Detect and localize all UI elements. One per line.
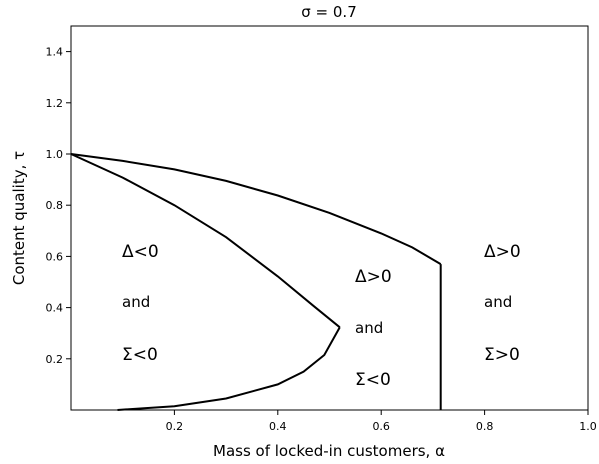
y-tick-label: 1.0 (46, 148, 64, 161)
region-label-left-1: Δ<0 (122, 242, 159, 262)
y-tick-label: 1.2 (46, 97, 64, 110)
x-tick-label: 0.6 (372, 420, 390, 433)
chart-title: σ = 0.7 (301, 3, 356, 21)
region-label-right-3: Σ>0 (484, 345, 520, 365)
x-axis-label: Mass of locked-in customers, α (213, 442, 445, 460)
region-label-right-2: and (484, 293, 512, 311)
y-tick-label: 0.2 (46, 353, 64, 366)
boundary-curve-1 (70, 153, 442, 265)
axis-ticks: 0.2 0.4 0.6 0.8 1.0 0.2 0.4 0.6 0.8 1.0 1.2 1.4 (46, 46, 597, 433)
x-tick-label: 1.0 (579, 420, 597, 433)
boundary-curve-3 (70, 153, 341, 329)
y-tick-label: 0.8 (46, 199, 64, 212)
region-label-middle-2: and (355, 319, 383, 337)
y-tick-label: 0.6 (46, 250, 64, 263)
y-axis-label: Content quality, τ (10, 151, 28, 285)
x-tick-label: 0.8 (476, 420, 494, 433)
boundary-curve-4 (117, 326, 341, 411)
region-label-right-1: Δ>0 (484, 242, 521, 262)
region-label-left-2: and (122, 293, 150, 311)
region-label-left-3: Σ<0 (122, 345, 158, 365)
region-annotations: Δ<0 and Σ<0 Δ>0 and Σ<0 Δ>0 and Σ>0 (122, 242, 521, 390)
x-tick-label: 0.4 (269, 420, 287, 433)
region-label-middle-1: Δ>0 (355, 267, 392, 287)
curves (70, 153, 442, 411)
y-tick-label: 0.4 (46, 302, 64, 315)
plot-frame (70, 25, 589, 411)
y-tick-label: 1.4 (46, 46, 64, 59)
x-tick-label: 0.2 (166, 420, 184, 433)
region-label-middle-3: Σ<0 (355, 370, 391, 390)
